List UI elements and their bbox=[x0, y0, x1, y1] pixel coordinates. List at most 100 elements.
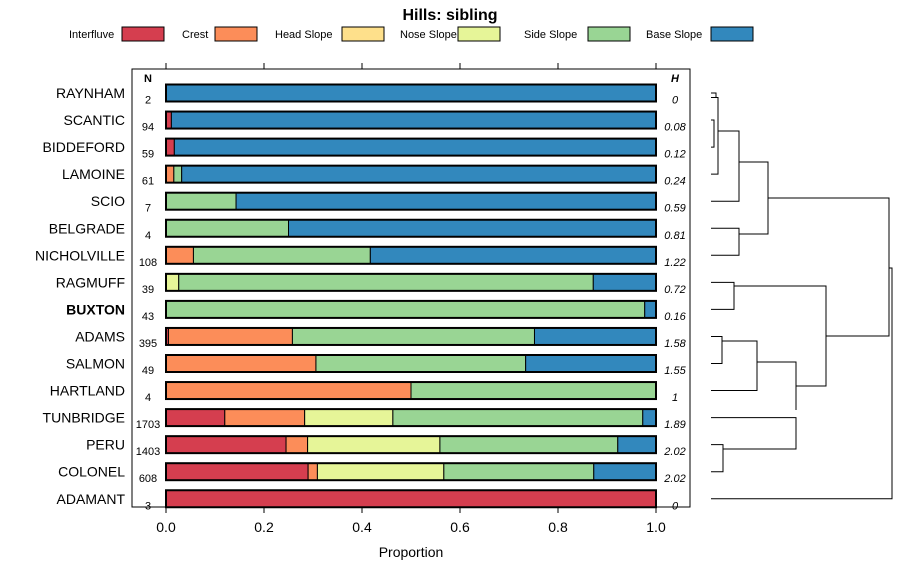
bar-segment-interfluve bbox=[165, 138, 175, 157]
n-value: 61 bbox=[142, 176, 154, 188]
row-tunbridge: TUNBRIDGE 1703 1.89 bbox=[43, 408, 686, 431]
dendrogram-branch bbox=[711, 227, 740, 256]
bar-segment-side-slope bbox=[315, 354, 527, 373]
x-tick-label: 1.0 bbox=[646, 519, 666, 535]
series-label: SCANTIC bbox=[64, 112, 125, 128]
series-label: HARTLAND bbox=[50, 383, 125, 399]
series-label: LAMOINE bbox=[62, 166, 125, 182]
bar-segment-interfluve bbox=[165, 435, 287, 454]
row-adamant: ADAMANT 3 0 bbox=[57, 489, 679, 512]
bar-outline bbox=[165, 462, 657, 482]
bar-segment-side-slope bbox=[439, 435, 619, 454]
rows: RAYNHAM 2 0 SCANTIC 94 0.08 BIDDEFORD 59 0.12 LAM… bbox=[35, 83, 687, 512]
bar-segment-side-slope bbox=[392, 408, 644, 427]
dendrogram-branch bbox=[711, 417, 797, 450]
bar-outline bbox=[165, 83, 657, 103]
bar-segment-crest bbox=[167, 327, 293, 346]
legend-swatch-crest bbox=[214, 26, 258, 42]
h-value: 1.22 bbox=[664, 257, 685, 269]
n-value: 94 bbox=[142, 122, 154, 134]
n-value: 4 bbox=[145, 230, 151, 242]
bar-segment-crest bbox=[165, 354, 317, 373]
bar-outline bbox=[165, 326, 657, 346]
n-value: 7 bbox=[145, 203, 151, 215]
bar-segment-base-slope bbox=[288, 219, 657, 238]
bar-segment-nose-slope bbox=[304, 408, 394, 427]
dendrogram-branch bbox=[711, 130, 740, 202]
row-scantic: SCANTIC 94 0.08 bbox=[64, 110, 687, 134]
row-belgrade: BELGRADE 4 0.81 bbox=[49, 218, 686, 242]
bar-outline bbox=[165, 408, 657, 428]
bar-segment-base-slope bbox=[165, 84, 657, 102]
n-column-header: N bbox=[144, 73, 152, 85]
bar-outline bbox=[165, 191, 657, 211]
dendrogram-branch bbox=[711, 267, 893, 500]
n-value: 608 bbox=[139, 473, 157, 485]
series-label: ADAMANT bbox=[57, 491, 126, 507]
bar-segment-base-slope bbox=[235, 192, 657, 211]
n-value: 49 bbox=[142, 365, 154, 377]
series-label: TUNBRIDGE bbox=[43, 410, 125, 426]
h-value: 0.59 bbox=[664, 203, 685, 215]
bar-segment-side-slope bbox=[291, 327, 535, 346]
bar-outline bbox=[165, 381, 657, 401]
legend-label-nose-slope: Nose Slope bbox=[400, 29, 457, 41]
series-label: SALMON bbox=[66, 356, 125, 372]
h-value: 0.16 bbox=[664, 311, 686, 323]
n-value: 43 bbox=[142, 311, 154, 323]
series-label: BIDDEFORD bbox=[43, 139, 125, 155]
bar-segment-interfluve bbox=[165, 489, 657, 508]
n-value: 1403 bbox=[136, 446, 160, 458]
bar-outline bbox=[165, 354, 657, 373]
h-value: 1.89 bbox=[664, 419, 685, 431]
bar-segment-base-slope bbox=[642, 408, 657, 427]
n-value: 1703 bbox=[136, 419, 160, 431]
legend-swatch-base-slope bbox=[710, 26, 754, 42]
bar-segment-nose-slope bbox=[316, 462, 445, 481]
series-label: RAGMUFF bbox=[56, 274, 125, 290]
legend: Interfluve Crest Head Slope Nose Slope Side … bbox=[69, 26, 754, 42]
bar-segment-base-slope bbox=[170, 111, 657, 130]
bar-outline bbox=[165, 164, 657, 184]
row-peru: PERU 1403 2.02 bbox=[86, 435, 686, 458]
bar-segment-base-slope bbox=[369, 246, 657, 265]
h-value: 0.24 bbox=[664, 176, 685, 188]
series-label: COLONEL bbox=[58, 464, 125, 480]
row-raynham: RAYNHAM 2 0 bbox=[56, 83, 679, 107]
row-hartland: HARTLAND 4 1 bbox=[50, 381, 678, 404]
dendrogram-branch bbox=[768, 197, 890, 268]
n-value: 39 bbox=[142, 284, 154, 296]
legend-label-base-slope: Base Slope bbox=[646, 29, 702, 41]
series-label: RAYNHAM bbox=[56, 85, 125, 101]
bar-outline bbox=[165, 299, 657, 319]
bar-segment-nose-slope bbox=[165, 273, 180, 292]
legend-label-head-slope: Head Slope bbox=[275, 29, 333, 41]
legend-swatch-nose-slope bbox=[457, 26, 501, 42]
bar-segment-base-slope bbox=[525, 354, 657, 373]
h-value: 2.02 bbox=[663, 446, 685, 458]
h-value: 1.55 bbox=[664, 365, 686, 377]
series-label: SCIO bbox=[91, 193, 125, 209]
bar-outline bbox=[165, 272, 657, 292]
dendrogram-branch bbox=[711, 97, 719, 175]
bar-segment-nose-slope bbox=[307, 435, 441, 454]
dendrogram-branch bbox=[711, 119, 715, 148]
h-value: 1 bbox=[672, 392, 678, 404]
dendrogram-branch bbox=[711, 281, 735, 310]
bar-segment-base-slope bbox=[644, 300, 657, 319]
h-value: 0.08 bbox=[664, 122, 686, 134]
dendrogram-branch bbox=[711, 335, 723, 364]
h-value: 0.12 bbox=[664, 149, 685, 161]
legend-swatch-head-slope bbox=[341, 26, 385, 42]
legend-label-crest: Crest bbox=[182, 29, 208, 41]
x-tick-label: 0.2 bbox=[254, 519, 274, 535]
row-adams: ADAMS 395 1.58 bbox=[75, 326, 687, 350]
bar-segment-base-slope bbox=[173, 138, 657, 157]
n-value: 4 bbox=[145, 392, 151, 404]
bar-segment-crest bbox=[165, 246, 194, 265]
bar-segment-side-slope bbox=[173, 165, 183, 184]
bar-segment-side-slope bbox=[192, 246, 371, 265]
dendrogram bbox=[711, 92, 893, 500]
dendrogram-branch bbox=[734, 285, 827, 387]
h-value: 2.02 bbox=[663, 473, 685, 485]
